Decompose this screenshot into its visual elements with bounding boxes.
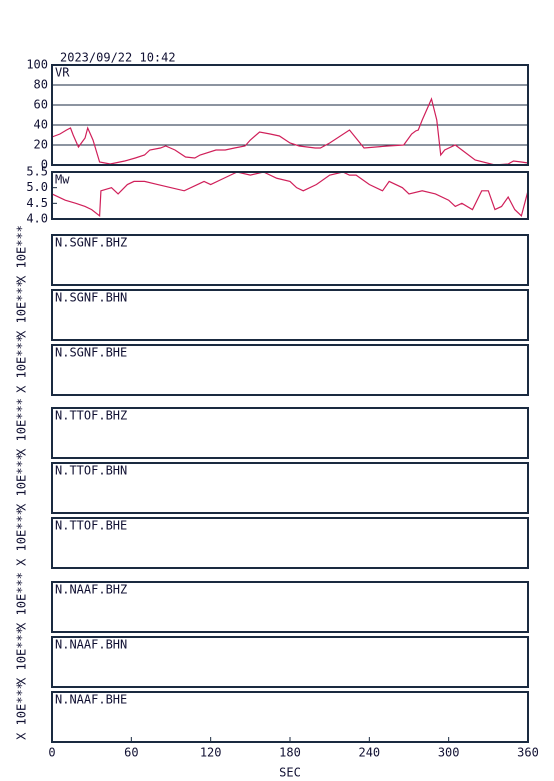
panel-frame <box>51 344 529 396</box>
scale-label: X 10E*** <box>15 682 29 740</box>
x-tick-label: 120 <box>200 746 222 760</box>
y-tick-label: 5.0 <box>26 180 48 194</box>
y-tick-label: 80 <box>34 78 48 92</box>
x-tick-label: 180 <box>279 746 301 760</box>
y-tick-label: 100 <box>26 58 48 72</box>
scale-label: X 10E*** <box>15 225 29 283</box>
series-line <box>51 171 529 218</box>
y-tick-label: 4.5 <box>26 196 48 210</box>
panel-label: N.NAAF.BHN <box>55 638 127 652</box>
x-tick-label: 0 <box>48 746 55 760</box>
x-tick-label: 240 <box>358 746 380 760</box>
timestamp: 2023/09/22 10:42 <box>60 51 176 65</box>
x-tick-label: 60 <box>124 746 138 760</box>
panel-label: N.TTOF.BHN <box>55 464 127 478</box>
panel-label: N.SGNF.BHN <box>55 291 127 305</box>
panel-label: Mw <box>55 173 70 187</box>
series-line <box>51 97 529 166</box>
panel-frame <box>51 171 529 220</box>
panel-frame <box>51 289 529 341</box>
x-axis-label: SEC <box>279 766 301 780</box>
scale-label: X 10E*** <box>15 280 29 338</box>
scale-label: X 10E*** <box>15 335 29 393</box>
scale-label: X 10E*** <box>15 572 29 630</box>
y-tick-label: 4.0 <box>26 212 48 226</box>
panel-label: N.NAAF.BHZ <box>55 583 127 597</box>
scale-label: X 10E*** <box>15 508 29 566</box>
panel-frame <box>51 581 529 633</box>
panel-frame <box>51 407 529 459</box>
scale-label: X 10E*** <box>15 398 29 456</box>
y-tick-label: 40 <box>34 118 48 132</box>
panel-frame <box>51 636 529 688</box>
panel-frame <box>51 462 529 514</box>
y-tick-label: 60 <box>34 98 48 112</box>
panel-label: N.TTOF.BHE <box>55 519 127 533</box>
panel-frame <box>51 64 529 166</box>
panel-label: N.SGNF.BHZ <box>55 236 127 250</box>
y-tick-label: 20 <box>34 138 48 152</box>
panel-label: N.SGNF.BHE <box>55 346 127 360</box>
panel-label: VR <box>55 66 70 80</box>
panel-label: N.NAAF.BHE <box>55 693 127 707</box>
panel-frame <box>51 234 529 286</box>
y-tick-label: 0 <box>41 158 48 172</box>
scale-label: X 10E*** <box>15 453 29 511</box>
panel-frame <box>51 517 529 569</box>
panel-frame <box>51 691 529 743</box>
y-tick-label: 5.5 <box>26 165 48 179</box>
x-tick-label: 300 <box>438 746 460 760</box>
scale-label: X 10E*** <box>15 627 29 685</box>
panel-label: N.TTOF.BHZ <box>55 409 127 423</box>
x-tick-label: 360 <box>517 746 539 760</box>
